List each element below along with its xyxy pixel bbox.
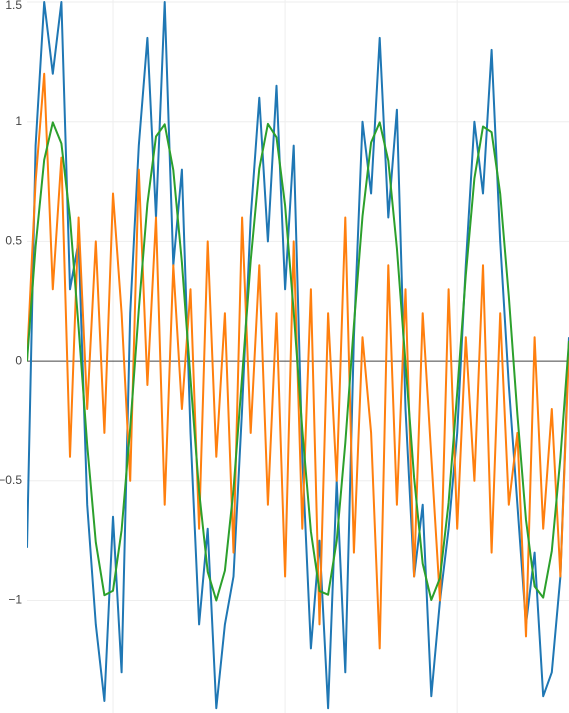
y-axis: 1.5 1 0.5 0 −0.5 −1 [0, 0, 22, 607]
y-tick-label: 0.5 [5, 234, 22, 248]
series-line [27, 72, 569, 650]
y-tick-label: −1 [8, 593, 22, 607]
y-tick-label: 0 [15, 353, 22, 367]
y-tick-label: −0.5 [0, 473, 22, 487]
series-line [27, 121, 569, 602]
plot-area [27, 1, 569, 710]
y-tick-label: 1 [15, 114, 22, 128]
y-tick-label: 1.5 [5, 0, 22, 12]
